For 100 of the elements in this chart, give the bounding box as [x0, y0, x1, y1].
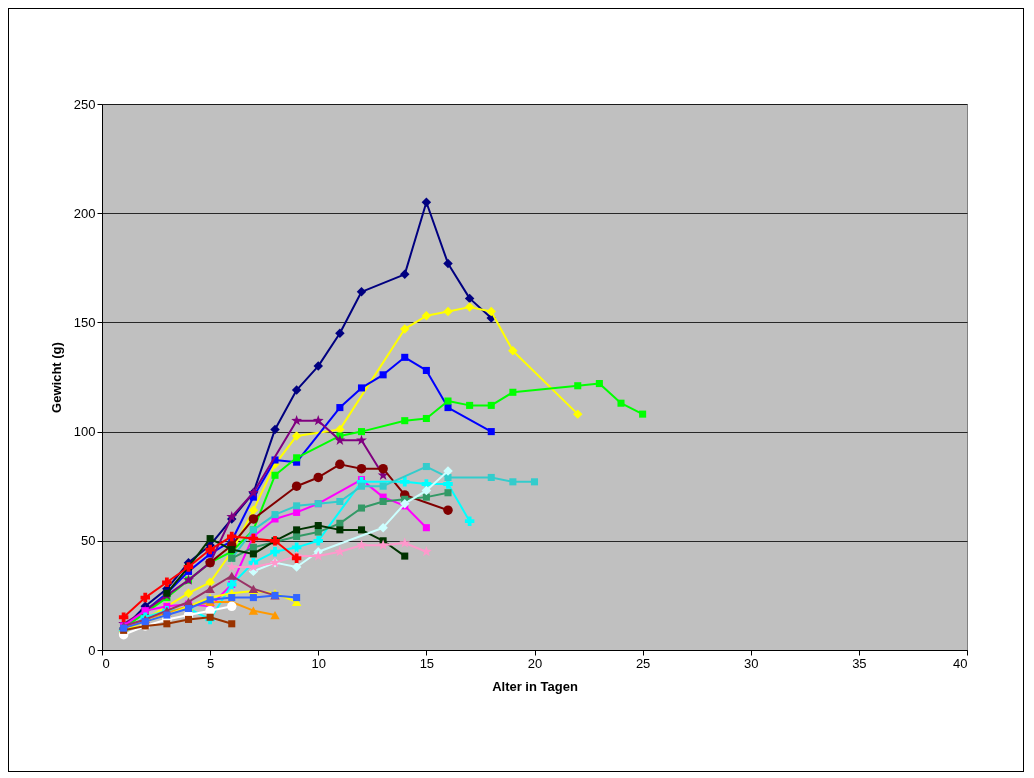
point	[422, 366, 430, 374]
x-tick-label: 25	[635, 655, 651, 671]
point	[464, 302, 475, 312]
point	[399, 537, 411, 548]
point	[118, 612, 129, 622]
point	[595, 380, 603, 388]
point	[443, 306, 453, 317]
point	[183, 588, 194, 598]
point	[163, 620, 171, 628]
point	[228, 620, 236, 628]
point	[293, 594, 301, 602]
point	[293, 502, 301, 510]
point	[487, 401, 495, 409]
y-tick-label: 150	[73, 314, 96, 330]
point	[421, 311, 432, 321]
point	[206, 535, 214, 543]
point	[639, 410, 647, 418]
point	[421, 485, 432, 496]
y-axis-title: Gewicht (g)	[48, 342, 64, 413]
point	[356, 463, 367, 474]
point	[357, 526, 366, 534]
point	[422, 524, 430, 532]
point	[356, 287, 367, 297]
point	[357, 504, 366, 512]
point	[378, 463, 388, 474]
point	[248, 606, 259, 615]
point	[228, 594, 236, 602]
x-tick-label: 5	[207, 655, 215, 671]
point	[422, 463, 430, 471]
point	[314, 521, 322, 530]
point	[271, 511, 279, 519]
point	[206, 613, 214, 621]
point	[400, 498, 410, 509]
point	[314, 528, 322, 536]
point	[487, 473, 495, 481]
point	[334, 434, 346, 445]
point	[226, 561, 238, 572]
point	[336, 404, 344, 412]
point	[249, 550, 257, 558]
x-axis-title: Alter in Tagen	[492, 678, 578, 694]
point	[464, 516, 475, 526]
point	[379, 482, 387, 490]
point	[443, 505, 453, 515]
y-tick-label: 100	[73, 424, 96, 440]
point	[422, 414, 430, 423]
point	[509, 478, 517, 486]
point	[312, 550, 324, 561]
point	[205, 605, 215, 616]
point	[205, 544, 215, 555]
point	[400, 324, 410, 334]
point	[335, 328, 345, 339]
point	[291, 481, 302, 491]
y-tick-label: 200	[73, 205, 96, 221]
point	[378, 522, 388, 533]
x-tick-label: 15	[419, 655, 435, 671]
point	[379, 371, 387, 379]
point	[356, 434, 367, 445]
point	[573, 409, 583, 419]
point	[270, 424, 280, 435]
y-tick-label: 250	[73, 96, 96, 112]
point	[357, 428, 366, 436]
point	[205, 577, 215, 588]
point	[444, 473, 452, 481]
point	[313, 472, 323, 483]
point	[486, 306, 496, 317]
point	[508, 346, 518, 356]
x-tick-label: 0	[102, 655, 110, 671]
x-tick-label: 35	[852, 655, 867, 671]
point	[271, 471, 279, 479]
x-tick-label: 40	[953, 655, 968, 671]
point	[270, 546, 280, 557]
point	[336, 497, 344, 506]
point	[227, 601, 237, 612]
x-tick-label: 20	[527, 655, 543, 671]
point	[357, 384, 366, 392]
point	[574, 382, 582, 390]
point	[443, 258, 453, 269]
point	[444, 397, 452, 405]
point	[291, 385, 302, 395]
point	[379, 497, 387, 506]
point	[335, 459, 345, 470]
point	[401, 417, 409, 425]
point	[313, 536, 323, 546]
point	[357, 482, 366, 490]
point	[444, 489, 452, 497]
point	[401, 353, 409, 361]
point	[530, 478, 539, 486]
point	[509, 388, 517, 396]
point	[487, 428, 495, 436]
x-tick-label: 30	[744, 655, 759, 671]
point	[291, 414, 303, 426]
point	[205, 584, 215, 593]
point	[248, 505, 259, 515]
point	[293, 532, 301, 540]
point	[466, 401, 474, 409]
point	[356, 539, 367, 550]
point	[293, 454, 301, 462]
y-tick-label: 50	[81, 533, 96, 549]
point	[312, 414, 324, 426]
point	[313, 361, 323, 371]
